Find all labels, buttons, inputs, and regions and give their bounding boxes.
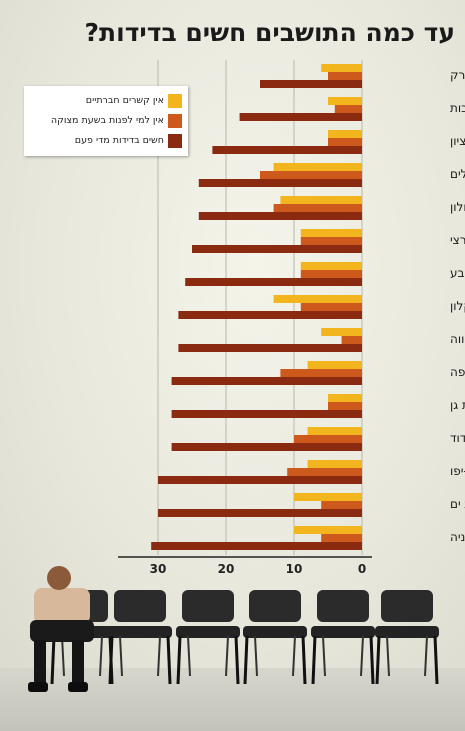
bar bbox=[307, 460, 362, 468]
bar bbox=[328, 130, 362, 138]
category-label: אשקלון bbox=[450, 299, 465, 313]
bar bbox=[273, 295, 362, 303]
x-tick-label: 30 bbox=[150, 562, 167, 576]
bar bbox=[158, 509, 362, 517]
bar bbox=[287, 468, 362, 476]
bar bbox=[280, 369, 362, 377]
category-label: תל אביב-יפו bbox=[450, 464, 465, 478]
bar bbox=[328, 72, 362, 80]
bar bbox=[260, 80, 362, 88]
legend-item: אין קשרים חברתיים bbox=[24, 93, 188, 111]
bar bbox=[151, 542, 362, 550]
x-tick-label: 0 bbox=[358, 562, 366, 576]
bar bbox=[198, 179, 362, 187]
chair bbox=[108, 590, 172, 685]
chair bbox=[311, 590, 375, 685]
category-label: בת ים bbox=[450, 497, 465, 511]
bar bbox=[192, 245, 362, 253]
bar bbox=[178, 344, 362, 352]
bar bbox=[158, 476, 362, 484]
category-label: רמת גן bbox=[450, 398, 465, 412]
bar bbox=[300, 229, 362, 237]
legend-label: אין קשרים חברתיים bbox=[85, 95, 164, 106]
category-label: ירושלים bbox=[450, 167, 465, 181]
category-label: חולון bbox=[450, 200, 465, 214]
bar bbox=[178, 311, 362, 319]
category-label: באר שבע bbox=[450, 266, 465, 280]
bar bbox=[300, 270, 362, 278]
bar bbox=[300, 303, 362, 311]
bar bbox=[307, 361, 362, 369]
category-label: רחובות bbox=[450, 101, 465, 115]
bar bbox=[273, 163, 362, 171]
bar bbox=[328, 97, 362, 105]
legend-item: אין למי לפנות בשעת מצוקה bbox=[24, 113, 188, 131]
category-label: ממוצע ארצי bbox=[450, 233, 465, 247]
chair bbox=[176, 590, 240, 685]
bar bbox=[321, 64, 362, 72]
bar bbox=[280, 196, 362, 204]
bar bbox=[185, 278, 362, 286]
legend-swatch bbox=[168, 114, 182, 128]
bar bbox=[273, 204, 362, 212]
bar bbox=[294, 493, 362, 501]
chair bbox=[375, 590, 439, 685]
chart-title: עד כמה התושבים חשים בדידות? bbox=[84, 18, 455, 47]
category-label: ראשון לציון bbox=[450, 134, 465, 148]
bar bbox=[328, 394, 362, 402]
bar bbox=[328, 402, 362, 410]
bar bbox=[212, 146, 362, 154]
x-tick-label: 10 bbox=[286, 562, 303, 576]
category-label: פתח תקווה bbox=[450, 332, 465, 346]
bar bbox=[321, 534, 362, 542]
legend-item: חשים בדידות מדי פעם bbox=[24, 133, 188, 151]
legend-label: אין למי לפנות בשעת מצוקה bbox=[50, 115, 164, 126]
x-tick-label: 20 bbox=[218, 562, 235, 576]
bar bbox=[198, 212, 362, 220]
bar bbox=[307, 427, 362, 435]
legend-swatch bbox=[168, 94, 182, 108]
bar bbox=[300, 237, 362, 245]
bar bbox=[239, 113, 362, 121]
legend: אין קשרים חברתיים אין למי לפנות בשעת מצו… bbox=[24, 86, 188, 156]
legend-label: חשים בדידות מדי פעם bbox=[74, 135, 164, 146]
bar bbox=[294, 526, 362, 534]
category-label: בני ברק bbox=[450, 68, 465, 82]
bar bbox=[171, 443, 362, 451]
category-label: חיפה bbox=[450, 365, 465, 379]
bar bbox=[260, 171, 362, 179]
bar bbox=[321, 328, 362, 336]
sitting-man bbox=[28, 566, 94, 692]
bar bbox=[300, 262, 362, 270]
chair bbox=[243, 590, 307, 685]
bar bbox=[321, 501, 362, 509]
bar bbox=[334, 105, 362, 113]
category-label: נתניה bbox=[450, 530, 465, 544]
bar bbox=[171, 377, 362, 385]
bar bbox=[171, 410, 362, 418]
legend-swatch bbox=[168, 134, 182, 148]
bar bbox=[341, 336, 362, 344]
bar bbox=[294, 435, 362, 443]
category-label: אשדוד bbox=[450, 431, 465, 445]
bar bbox=[328, 138, 362, 146]
